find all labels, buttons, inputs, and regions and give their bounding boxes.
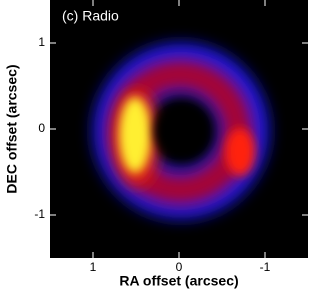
y-tick-label: -1 [34,207,45,221]
x-tick-label: -1 [260,260,271,274]
y-tick-label: 0 [38,121,45,135]
chart-title: (c) Radio [62,8,119,24]
x-tick-label: 1 [90,260,97,274]
y-axis-label: DEC offset (arcsec) [4,64,20,193]
image-area [50,0,308,258]
x-tick-label: 0 [176,260,183,274]
y-tick-label: 1 [38,35,45,49]
hole [154,103,210,159]
emission-east [225,128,255,176]
chart: (c) Radio RA offset (arcsec) DEC offset … [4,0,308,289]
emission-peak [119,97,151,173]
x-axis-label: RA offset (arcsec) [119,273,238,289]
